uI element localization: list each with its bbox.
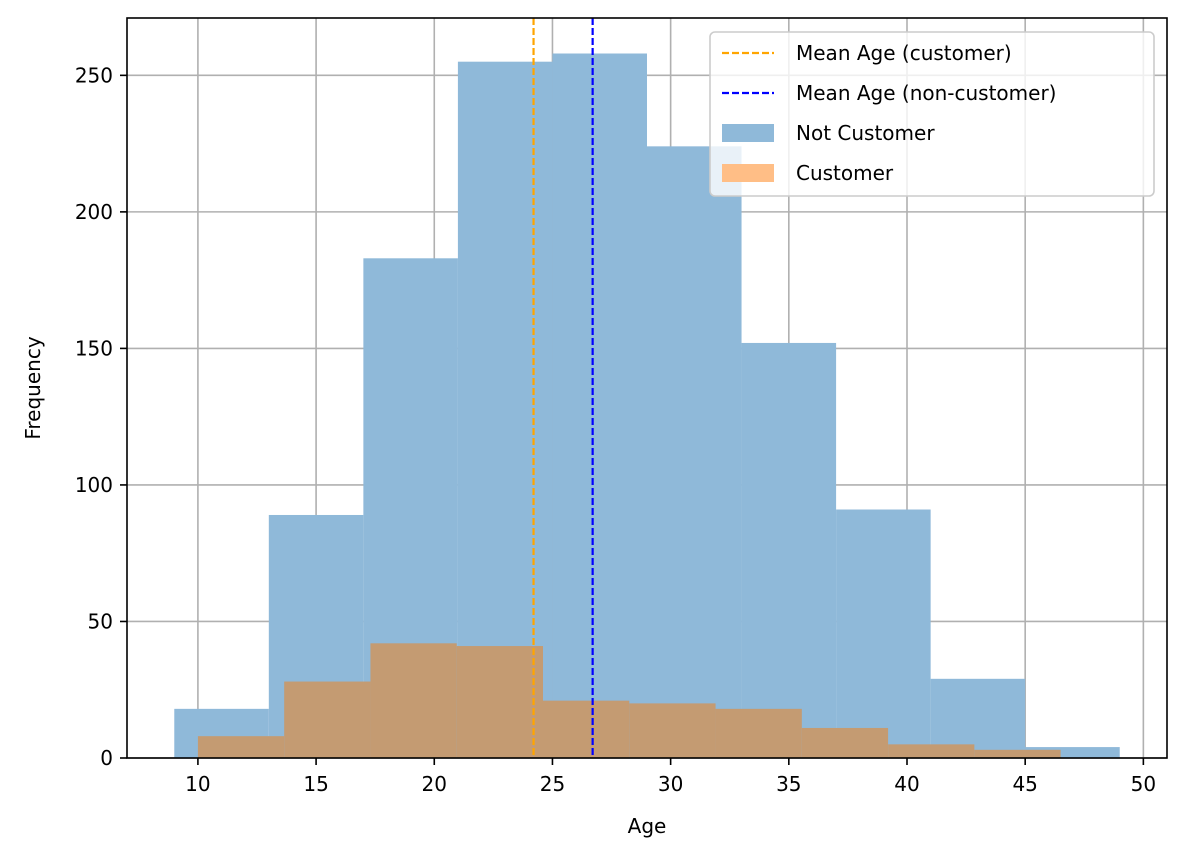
y-tick-label: 150 (75, 336, 113, 360)
x-tick-label: 30 (658, 772, 683, 796)
y-tick-label: 0 (100, 746, 113, 770)
x-tick-label: 45 (1012, 772, 1037, 796)
bar-customer (543, 700, 630, 758)
bar-not-customer (552, 53, 647, 758)
bar-customer (715, 708, 802, 758)
mean-lines (532, 18, 594, 758)
ticks: 10 15 20 25 30 35 40 45 50 0 50 100 150 200 250 (75, 63, 1156, 796)
bars (174, 53, 1120, 758)
x-tick-label: 25 (540, 772, 565, 796)
y-axis-label: Frequency (21, 336, 45, 439)
legend-patch-swatch (722, 164, 774, 182)
bar-customer (284, 681, 371, 758)
legend-label: Mean Age (non-customer) (796, 81, 1056, 105)
bar-customer (197, 736, 285, 758)
x-tick-label: 20 (422, 772, 447, 796)
x-tick-label: 10 (185, 772, 210, 796)
bar-customer (370, 643, 457, 758)
x-axis-label: Age (628, 814, 667, 838)
legend-label: Mean Age (customer) (796, 41, 1012, 65)
bar-not-customer (1025, 747, 1120, 758)
legend-box (709, 31, 1155, 197)
x-tick-label: 40 (894, 772, 919, 796)
bar-customer (456, 646, 543, 758)
bar-not-customer (741, 342, 837, 758)
y-tick-label: 200 (75, 200, 113, 224)
legend-label: Customer (796, 161, 894, 185)
legend-patch-swatch (722, 124, 774, 142)
x-tick-label: 15 (303, 772, 328, 796)
y-tick-label: 50 (88, 609, 113, 633)
x-tick-label: 35 (776, 772, 801, 796)
bar-customer (888, 744, 975, 758)
y-tick-label: 250 (75, 63, 113, 87)
x-tick-label: 50 (1131, 772, 1156, 796)
plot-frame (126, 17, 1168, 759)
bar-customer (629, 703, 716, 758)
bar-customer (801, 727, 889, 758)
bar-customer (974, 749, 1061, 758)
bar-not-customer (647, 146, 742, 758)
y-tick-label: 100 (75, 473, 113, 497)
legend-label: Not Customer (796, 121, 935, 145)
bar-not-customer (457, 61, 553, 758)
bar-not-customer (836, 509, 931, 758)
legend: Mean Age (customer) Mean Age (non-custome… (709, 31, 1155, 197)
